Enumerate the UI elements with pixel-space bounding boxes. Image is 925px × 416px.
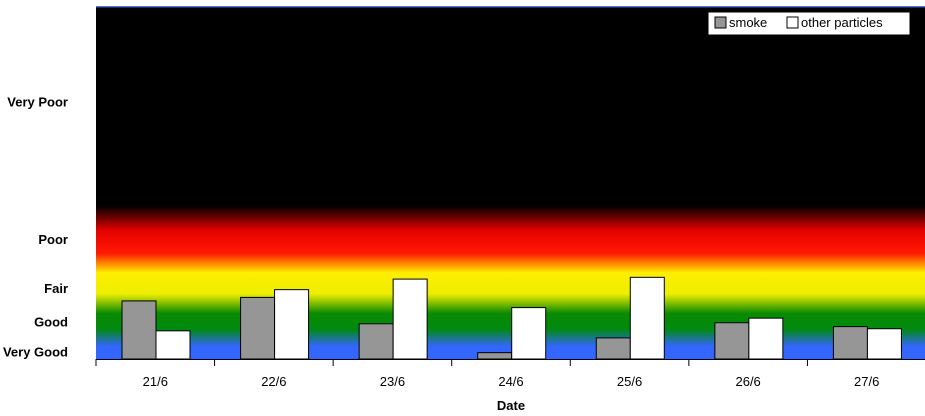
y-level-label: Very Poor [7, 95, 68, 110]
plot-background [96, 7, 925, 359]
x-tick-label: 21/6 [143, 374, 168, 389]
y-level-label: Good [34, 315, 68, 330]
y-level-label: Very Good [3, 344, 68, 359]
bar-other-particles-23-6 [392, 278, 428, 360]
legend-label-other-particles: other particles [801, 15, 883, 30]
legend-label-smoke: smoke [729, 15, 767, 30]
bar-smoke-25-6 [595, 337, 631, 360]
y-level-label: Fair [44, 281, 68, 296]
bar-other-particles-26-6 [748, 317, 784, 360]
bar-other-particles-21-6 [155, 330, 191, 360]
x-tick-label: 23/6 [380, 374, 405, 389]
bar-smoke-24-6 [477, 352, 513, 360]
bar-smoke-22-6 [240, 296, 276, 360]
legend-swatch-other-particles [786, 16, 799, 29]
x-tick-label: 22/6 [261, 374, 286, 389]
legend: smoke other particles [707, 11, 911, 36]
y-level-label: Poor [38, 232, 68, 247]
x-axis-label: Date [497, 398, 525, 413]
legend-box [707, 11, 911, 36]
x-tick-label: 27/6 [854, 374, 879, 389]
x-axis: 21/6 22/6 23/6 24/6 25/6 26/6 27/6 [95, 359, 925, 389]
bar-smoke-27-6 [832, 326, 868, 360]
x-tick-label: 26/6 [735, 374, 760, 389]
bar-other-particles-24-6 [511, 307, 547, 360]
bar-smoke-23-6 [358, 323, 394, 360]
bar-smoke-21-6 [121, 300, 157, 360]
bar-smoke-26-6 [714, 322, 750, 360]
bar-other-particles-27-6 [866, 328, 902, 360]
bar-other-particles-22-6 [274, 289, 310, 360]
bar-other-particles-25-6 [629, 276, 665, 360]
x-tick-label: 24/6 [498, 374, 523, 389]
legend-swatch-smoke [714, 16, 727, 29]
x-tick-label: 25/6 [617, 374, 642, 389]
y-axis-labels: Very Poor Poor Fair Good Very Good [3, 95, 68, 360]
